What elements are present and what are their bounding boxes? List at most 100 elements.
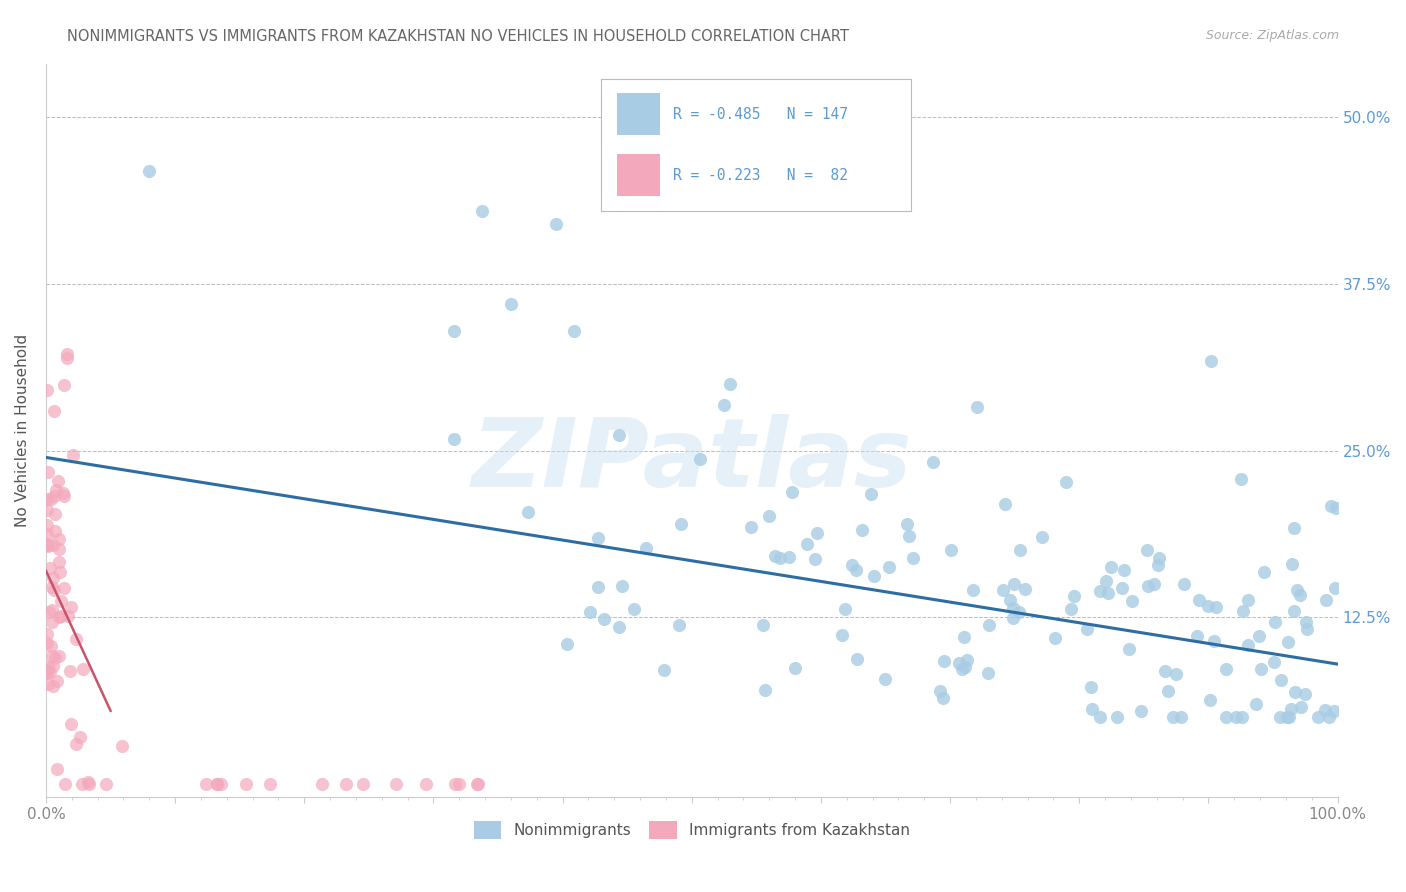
Point [783,660,806,674]
Point [352,777,374,791]
Point [77,777,100,791]
Point [53,489,76,503]
Point [953,660,976,674]
Point [1146,558,1168,573]
Point [1136,579,1159,593]
Point [444,777,467,791]
Point [586,580,609,594]
Point [1289,588,1312,602]
Point [1264,615,1286,629]
Point [205,777,228,791]
Point [636,541,658,556]
Point [991,583,1014,598]
Point [1136,543,1159,558]
Point [1320,499,1343,513]
Point [1295,623,1317,637]
Point [804,551,827,566]
Point [1143,577,1166,591]
Point [652,663,675,677]
Point [1237,638,1260,652]
Point [1000,593,1022,607]
Point [42,404,65,418]
Point [1121,594,1143,608]
Point [1097,585,1119,599]
Point [39,561,62,575]
Point [586,532,609,546]
Point [763,549,786,563]
Point [896,517,918,532]
Point [845,563,868,577]
Point [578,605,600,619]
Point [1164,666,1187,681]
Point [752,617,775,632]
Point [311,777,333,791]
Text: NONIMMIGRANTS VS IMMIGRANTS FROM KAZAKHSTAN NO VEHICLES IN HOUSEHOLD CORRELATION: NONIMMIGRANTS VS IMMIGRANTS FROM KAZAKHS… [67,29,849,44]
Point [37,465,59,479]
Point [46,673,69,688]
Point [52,581,75,595]
Point [1045,632,1067,646]
Point [851,524,873,538]
Point [668,618,690,632]
Point [48,555,70,569]
Point [977,617,1000,632]
Point [831,627,853,641]
Point [467,777,489,791]
Point [555,636,578,650]
Point [59,664,82,678]
Point [846,651,869,665]
Point [623,602,645,616]
Point [993,497,1015,511]
Point [1002,611,1025,625]
Point [1111,582,1133,596]
Point [953,630,976,644]
Point [1060,601,1083,615]
Point [1107,710,1129,724]
Point [1263,655,1285,669]
Point [60,600,83,615]
Point [44,651,66,665]
Point [929,684,952,698]
Point [1112,563,1135,577]
Point [35,537,58,551]
Point [37,636,59,650]
Point [1282,521,1305,535]
Point [38,605,60,619]
Point [35,517,58,532]
Point [48,532,70,546]
Point [1173,577,1195,591]
Point [934,654,956,668]
Point [1230,472,1253,486]
Point [1054,475,1077,489]
Point [443,324,465,338]
Point [37,677,59,691]
Point [62,449,84,463]
Point [48,649,70,664]
Point [1185,629,1208,643]
Point [39,665,62,680]
Point [758,508,780,523]
Point [778,550,800,565]
Point [897,529,920,543]
Point [713,398,735,412]
Point [1014,582,1036,596]
Point [471,203,494,218]
Point [41,580,63,594]
Point [1324,581,1347,595]
Point [1118,641,1140,656]
Point [335,777,357,791]
Point [1157,683,1180,698]
Point [46,474,69,488]
Point [1278,710,1301,724]
Point [1270,710,1292,724]
Point [1008,605,1031,619]
Point [44,583,66,598]
Point [863,569,886,583]
Point [720,377,742,392]
Text: ZIPatlas: ZIPatlas [471,414,912,507]
Point [39,491,62,506]
Point [956,653,979,667]
Point [1246,697,1268,711]
Point [1198,693,1220,707]
Point [48,541,70,556]
